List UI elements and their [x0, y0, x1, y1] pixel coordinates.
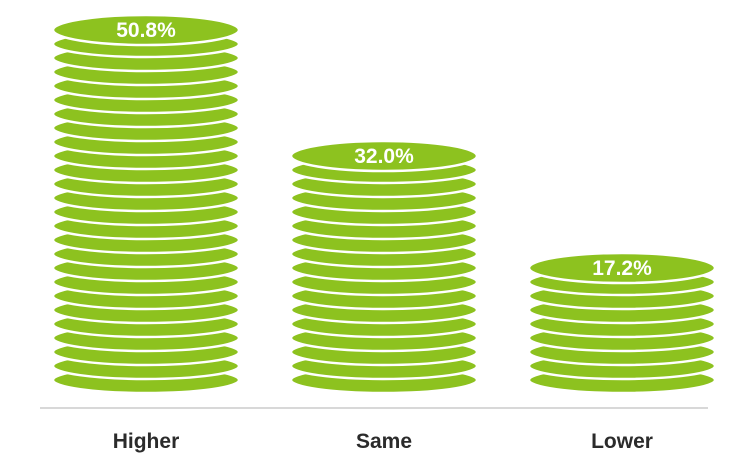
coin-stack-same: [289, 139, 479, 395]
value-label: 17.2%: [592, 257, 652, 280]
category-label: Same: [356, 430, 412, 453]
category-label: Lower: [591, 430, 653, 453]
coin-top-face: [527, 251, 717, 285]
value-labels: 50.8% 32.0% 17.2%: [116, 19, 652, 280]
value-label: 32.0%: [354, 145, 414, 168]
coin-stack-higher: [51, 13, 241, 395]
value-label: 50.8%: [116, 19, 176, 42]
category-labels: Higher Same Lower: [113, 430, 653, 453]
coin-top-face: [289, 139, 479, 173]
coin-top-face: [51, 13, 241, 47]
category-label: Higher: [113, 430, 180, 453]
coin-stacks: [51, 13, 717, 395]
coin-stack-lower: [527, 251, 717, 395]
